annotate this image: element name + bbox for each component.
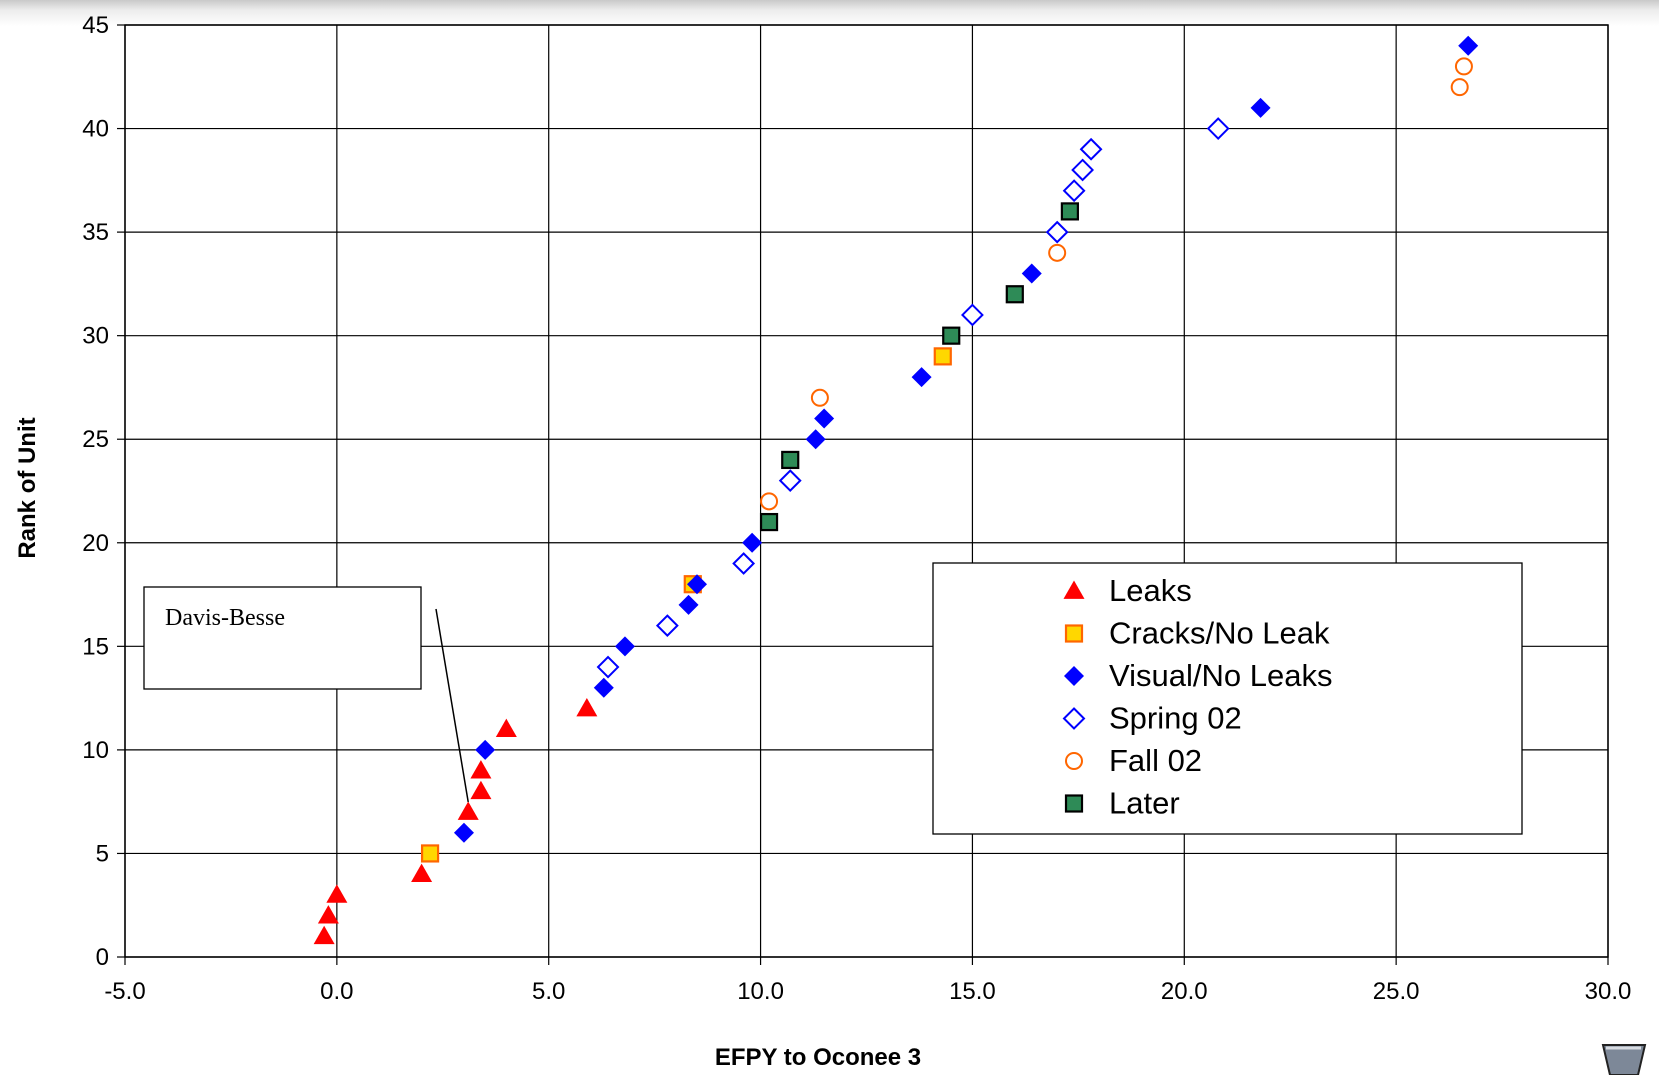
x-tick-label: 15.0 [949,978,996,1005]
legend-marker [1064,624,1084,643]
corner-logo-icon [1601,1044,1647,1075]
legend-marker [1063,580,1085,599]
series-later [759,202,1079,532]
data-point [470,780,492,800]
data-point [475,739,496,760]
y-tick-label: 10 [82,737,109,764]
x-tick-label: -5.0 [104,978,145,1005]
y-tick-label: 45 [82,12,109,39]
series-fall-02 [760,57,1473,511]
data-point [742,532,763,553]
data-point [781,450,800,470]
data-point [1454,57,1473,76]
data-point [1048,243,1067,262]
y-tick-label: 40 [82,116,109,143]
data-point [942,326,961,345]
data-point [453,822,474,843]
callout-box [143,586,422,690]
data-point [1450,78,1469,97]
legend-marker [1065,752,1083,770]
data-point [470,760,492,779]
data-point [961,303,984,327]
data-point [678,594,699,615]
data-point [1060,202,1079,221]
x-tick-label: 30.0 [1585,978,1632,1005]
data-point [1062,179,1086,203]
y-tick-label: 20 [82,530,109,557]
data-point [814,408,835,429]
data-point [1458,35,1479,56]
series-spring-02 [596,117,1230,679]
data-point [911,367,932,388]
data-points [313,35,1479,945]
y-tick-label: 0 [96,944,109,971]
legend-marker [1064,666,1084,686]
data-point [593,677,614,698]
legend-label: Later [1109,786,1180,821]
y-tick-label: 15 [82,633,109,660]
plot-frame [124,24,1609,958]
data-point [457,801,479,820]
legend-label: Spring 02 [1109,701,1242,736]
data-point [614,636,635,657]
data-point [1206,117,1230,140]
series-visual-no-leaks [453,35,1479,843]
callout-davis-besse: Davis-Besse [143,586,469,803]
x-tick-label: 10.0 [737,978,784,1005]
y-tick-label: 35 [82,219,109,246]
legend-marker [1064,794,1084,813]
data-point [1250,97,1271,118]
x-axis-title: EFPY to Oconee 3 [715,1044,921,1071]
series-leaks [313,697,598,945]
legend: Leaks Cracks/No Leak Visual/No Leaks Spring… [932,562,1523,835]
callout-leader-line [435,608,469,803]
data-point [810,388,829,407]
data-point [805,429,826,450]
data-point [760,492,779,511]
data-point [933,347,952,366]
data-point [759,512,779,532]
y-axis-title: Rank of Unit [14,417,41,558]
data-point [655,614,679,638]
data-point [1071,158,1095,182]
x-tick-label: 0.0 [320,978,353,1005]
legend-label: Cracks/No Leak [1109,616,1330,651]
data-point [778,469,802,493]
data-point [1005,285,1024,304]
data-point [596,655,620,679]
data-point [411,863,433,883]
data-point [732,552,756,575]
data-point [1079,137,1103,161]
x-tick-label: 5.0 [532,978,565,1005]
x-tick-label: 20.0 [1161,978,1208,1005]
data-point [317,905,339,924]
data-point [326,884,348,903]
legend-label: Visual/No Leaks [1109,658,1332,693]
data-point [420,844,440,863]
legend-marker [1062,707,1086,730]
data-point [1045,220,1069,244]
y-tick-label: 5 [96,840,109,867]
data-point [1021,263,1042,284]
data-point [495,718,517,738]
legend-box [932,562,1523,835]
legend-label: Leaks [1109,573,1192,608]
data-point [687,574,708,595]
legend-label: Fall 02 [1109,743,1202,778]
y-tick-label: 30 [82,323,109,350]
y-tick-label: 25 [82,426,109,453]
callout-label: Davis-Besse [165,605,285,631]
data-point [313,925,335,945]
data-point [576,697,598,717]
axis-ticks: -5.0 0.0 5.0 10.0 15.0 20.0 25.0 30.0 0 5 10 15 20 25… [82,12,1631,1005]
x-tick-label: 25.0 [1373,978,1420,1005]
